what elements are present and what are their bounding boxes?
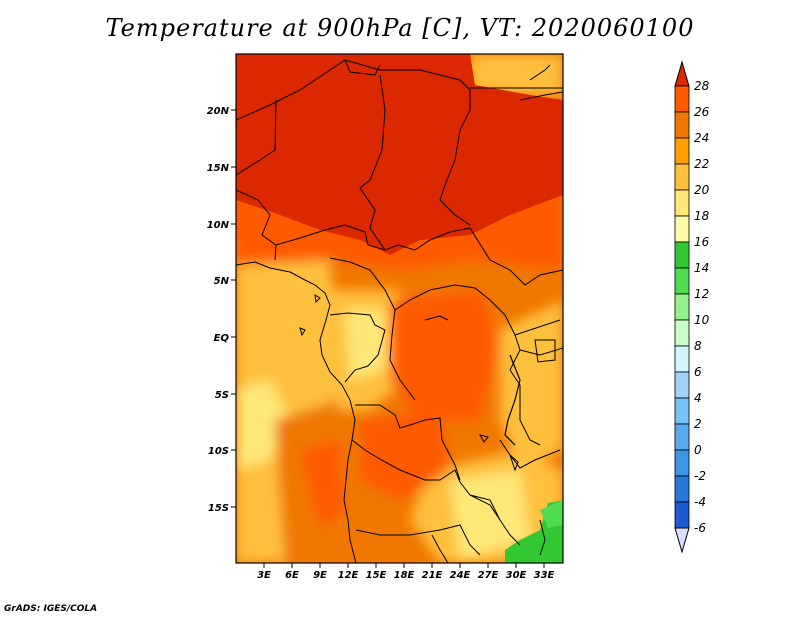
colorbar-label: 2 <box>694 417 702 431</box>
colorbar-box <box>674 293 690 321</box>
lon-tick-label: 30E <box>506 570 527 581</box>
colorbar-box <box>674 371 690 399</box>
temperature-field <box>236 54 563 563</box>
lat-tick-label: 10N <box>207 220 230 231</box>
colorbar-label: 24 <box>694 131 709 145</box>
colorbar-label: -4 <box>694 495 706 509</box>
colorbar-label: 0 <box>694 443 702 457</box>
credit-text: GrADS: IGES/COLA <box>4 604 98 614</box>
lat-tick-labels: 20N 15N 10N 5N EQ 5S 10S 15S <box>207 106 230 514</box>
colorbar-box <box>674 85 690 113</box>
colorbar-box <box>674 189 690 217</box>
lon-tick-label: 9E <box>313 570 327 581</box>
colorbar-box <box>674 163 690 191</box>
lat-tick-label: EQ <box>214 333 230 344</box>
colorbar-label: 8 <box>694 339 702 353</box>
colorbar-box <box>674 501 690 529</box>
colorbar-label: 20 <box>694 183 710 197</box>
lon-tick-label: 6E <box>285 570 299 581</box>
colorbar-label: 26 <box>694 105 710 119</box>
lat-tick-label: 5S <box>215 390 229 401</box>
lon-tick-label: 18E <box>394 570 415 581</box>
colorbar-label: 18 <box>694 209 710 223</box>
colorbar-label: 10 <box>694 313 710 327</box>
map-frame <box>235 53 564 564</box>
colorbar-label: 4 <box>694 391 702 405</box>
lat-tick-label: 10S <box>208 446 229 457</box>
colorbar-box <box>674 111 690 139</box>
lon-tick-label: 15E <box>366 570 387 581</box>
lat-tick-label: 20N <box>207 106 230 117</box>
colorbar-box <box>674 241 690 269</box>
colorbar-box <box>674 475 690 503</box>
colorbar-label: 16 <box>694 235 710 249</box>
colorbar-box <box>674 345 690 373</box>
colorbar-label: 28 <box>694 79 710 93</box>
colorbar-label: 6 <box>694 365 702 379</box>
page-title: Temperature at 900hPa [C], VT: 202006010… <box>105 14 695 42</box>
colorbar-box <box>674 397 690 425</box>
colorbar-box <box>674 137 690 165</box>
colorbar-under-triangle <box>674 527 690 554</box>
colorbar-box <box>674 449 690 477</box>
lon-tick-label: 3E <box>257 570 271 581</box>
lat-tick-label: 15S <box>208 503 229 514</box>
colorbar-label: 22 <box>694 157 709 171</box>
lat-axis <box>231 109 236 508</box>
colorbar-box <box>674 423 690 451</box>
colorbar-label: 14 <box>694 261 709 275</box>
lon-tick-labels: 3E 6E 9E 12E 15E 18E 21E 24E 27E 30E 33E <box>257 570 554 581</box>
country-boundaries <box>236 59 563 563</box>
colorbar-label: 12 <box>694 287 709 301</box>
colorbar-box <box>674 319 690 347</box>
lon-tick-label: 27E <box>478 570 499 581</box>
lon-tick-label: 24E <box>450 570 471 581</box>
colorbar-over-triangle <box>674 60 690 87</box>
colorbar-box <box>674 267 690 295</box>
lon-tick-label: 21E <box>422 570 443 581</box>
colorbar-label: -2 <box>694 469 706 483</box>
lon-tick-label: 12E <box>338 570 359 581</box>
lon-axis <box>263 563 545 568</box>
colorbar-label: -6 <box>694 521 706 535</box>
lon-tick-label: 33E <box>534 570 555 581</box>
lat-tick-label: 15N <box>207 163 230 174</box>
lat-tick-label: 5N <box>214 276 230 287</box>
colorbar-box <box>674 215 690 243</box>
